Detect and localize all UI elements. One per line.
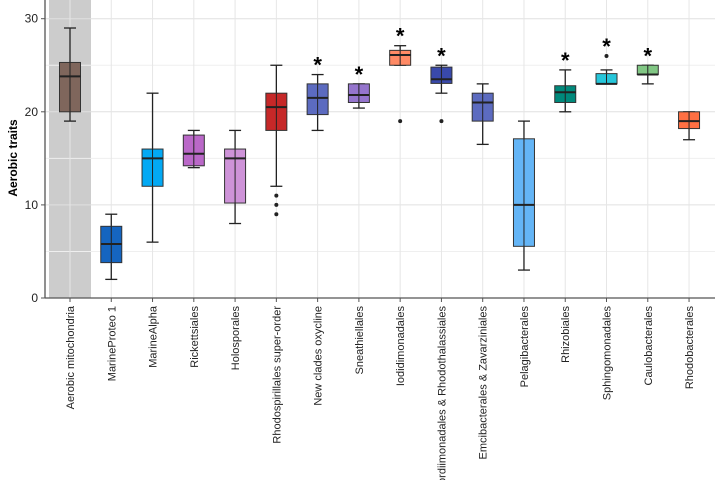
box-group: [59, 27, 81, 122]
outlier-point: [274, 212, 279, 217]
significance-star: *: [643, 43, 652, 68]
box-group: [471, 83, 494, 146]
box-group: [224, 129, 247, 225]
x-tick-label: Caulobacterales: [643, 306, 655, 386]
box-group: [512, 120, 535, 271]
x-tick-label: Rhizobiales: [560, 306, 572, 363]
significance-star: *: [313, 53, 322, 78]
x-tick-label: MarineAlpha: [148, 305, 160, 368]
x-tick-label: Aerobic mitochondria: [65, 305, 77, 409]
box-group: [182, 129, 205, 169]
significance-star: *: [396, 24, 405, 49]
box-group: *: [430, 43, 453, 124]
box-group: *: [389, 24, 412, 124]
x-tick-label: Rickettsiales: [189, 306, 201, 368]
y-tick-label: 30: [25, 12, 39, 26]
x-tick-label: Rhodobacterales: [684, 306, 696, 390]
box-group: [265, 64, 288, 217]
significance-star: *: [602, 34, 611, 59]
x-tick-label: Kordiimonadales & Rhodothalassiales: [436, 306, 448, 480]
x-tick-label: Rhodospirillales super-order: [271, 306, 283, 444]
outlier-point: [439, 119, 444, 124]
x-tick-label: New clades oxycline: [313, 306, 325, 406]
outlier-point: [398, 119, 403, 124]
y-axis-label: Aerobic traits: [6, 119, 20, 197]
box-group: *: [595, 34, 618, 85]
outlier-point: [274, 202, 279, 207]
y-tick-label: 20: [25, 105, 39, 119]
box-group: [678, 111, 701, 141]
y-tick-label: 0: [31, 291, 38, 305]
box-group: [141, 92, 164, 243]
significance-star: *: [437, 43, 446, 68]
significance-star: *: [355, 62, 364, 87]
x-tick-label: Pelagibacterales: [519, 306, 531, 388]
x-tick-label: MarineProteo 1: [106, 306, 118, 381]
outlier-point: [604, 53, 609, 58]
box-group: [100, 213, 123, 281]
x-tick-label: Sneathiellales: [354, 306, 366, 375]
box-group: *: [306, 53, 329, 132]
outlier-point: [274, 193, 279, 198]
x-tick-label: Sphingomonadales: [602, 306, 614, 401]
x-tick-label: Holosporales: [230, 306, 242, 371]
x-tick-label: Emcibacterales & Zavarziniales: [478, 306, 490, 460]
significance-star: *: [561, 48, 570, 73]
box-group: *: [347, 62, 370, 109]
boxes: * * * * * * *: [59, 24, 701, 281]
box-group: *: [636, 43, 659, 85]
y-tick-label: 10: [25, 198, 39, 212]
axes: Aerobic mitochondria MarineProteo 1 Marine…: [25, 0, 715, 480]
box-group: *: [554, 48, 577, 113]
x-tick-label: Iodidimonadales: [395, 306, 407, 387]
